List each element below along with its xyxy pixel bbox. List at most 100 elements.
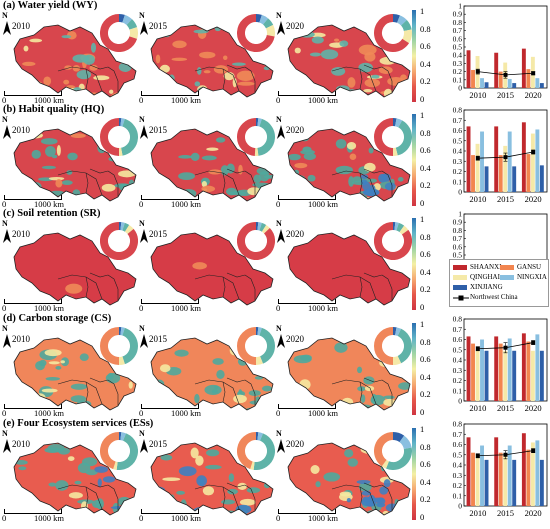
donut-slice xyxy=(122,14,133,26)
donut-slice xyxy=(392,432,405,443)
colorbar-ramp xyxy=(412,10,416,102)
donut-slice xyxy=(122,222,130,232)
donut-slice xyxy=(100,327,120,365)
north-arrow-icon: N xyxy=(2,115,12,139)
y-tick-label: 0 xyxy=(458,397,462,406)
scale-zero: 0 xyxy=(139,95,144,105)
bar-ningxia xyxy=(480,445,484,506)
bar-shaanxi xyxy=(494,52,499,88)
scale-km: 1000 km xyxy=(171,303,201,313)
donut-chart xyxy=(100,327,138,365)
bar-gansu xyxy=(526,154,531,192)
north-label: N xyxy=(2,219,8,228)
bar-shaanxi xyxy=(466,126,471,192)
colorbar-ramp xyxy=(412,218,416,310)
bar-ningxia xyxy=(507,445,512,506)
donut-slice xyxy=(120,222,125,231)
y-tick-label: 0.7 xyxy=(453,26,463,35)
bar-shaanxi xyxy=(466,336,471,401)
y-tick-label: 0.5 xyxy=(453,345,463,354)
donut-slice xyxy=(257,222,262,231)
scale-bar: 0 1000 km xyxy=(139,85,203,105)
bar-qinghai xyxy=(475,143,480,192)
colorbar-tick: 0.2 xyxy=(420,180,431,191)
x-tick-label: 2020 xyxy=(525,403,542,413)
scale-bar: 0 1000 km xyxy=(2,85,66,105)
scale-km: 1000 km xyxy=(308,513,338,523)
donut-slice xyxy=(259,327,275,364)
colorbar-tick: 0.2 xyxy=(420,494,431,505)
donut-slice xyxy=(122,327,138,365)
scale-zero: 0 xyxy=(2,408,7,418)
scale-bar: 0 1000 km xyxy=(276,85,340,105)
colorbar-tick: 0.8 xyxy=(420,336,431,347)
donut-chart xyxy=(374,327,412,365)
donut-slice xyxy=(396,222,405,233)
scale-bar-line xyxy=(4,299,62,304)
bar-ningxia xyxy=(507,78,512,88)
donut-slice xyxy=(253,433,275,470)
scale-km: 1000 km xyxy=(34,199,64,209)
y-tick-label: 0.8 xyxy=(453,420,463,429)
scale-zero: 0 xyxy=(276,513,281,523)
scale-zero: 0 xyxy=(139,513,144,523)
colorbar-tick: 0 xyxy=(420,407,425,417)
scale-bar-line xyxy=(278,509,336,514)
y-tick-label: 0 xyxy=(458,502,462,511)
scale-zero: 0 xyxy=(2,199,7,209)
donut-slice xyxy=(394,222,399,231)
bar-gansu xyxy=(526,69,531,88)
y-tick-label: 0.2 xyxy=(453,376,463,385)
colorbar-tick: 0.4 xyxy=(420,266,431,277)
bar-xinjiang xyxy=(539,459,544,506)
north-arrow-icon: N xyxy=(2,324,12,348)
bar-ningxia xyxy=(507,338,512,401)
legend-label-ningxia: NINGXIA xyxy=(517,273,547,281)
north-label: N xyxy=(2,11,8,20)
y-tick-label: 0.8 xyxy=(453,226,463,235)
north-arrow-shape xyxy=(140,334,148,348)
donut-chart xyxy=(100,118,138,156)
bar-gansu xyxy=(498,155,503,192)
north-label: N xyxy=(139,11,145,20)
donut-slice xyxy=(120,118,125,127)
y-tick-label: 1 xyxy=(458,210,462,219)
y-tick-label: 0.6 xyxy=(453,440,463,449)
scale-km: 1000 km xyxy=(171,199,201,209)
bar-qinghai xyxy=(475,350,480,401)
scale-bar-line xyxy=(141,299,199,304)
legend-swatch-qinghai xyxy=(453,275,467,280)
y-tick-label: 0.3 xyxy=(453,157,463,166)
northwest-china-point xyxy=(475,69,480,74)
y-tick-label: 0.4 xyxy=(453,51,463,60)
bar-ningxia xyxy=(480,131,484,192)
scale-bar: 0 1000 km xyxy=(276,503,340,523)
north-arrow-icon: N xyxy=(2,219,12,243)
map-year-label: 2020 xyxy=(286,229,304,239)
row-a: (a) Water yield (WY) N 2010 0 1000 km N 2015 0 1… xyxy=(0,0,550,105)
map-panel-2020: N 2020 0 1000 km xyxy=(274,322,417,418)
north-arrow-shape xyxy=(140,125,148,139)
north-arrow-shape xyxy=(3,21,11,35)
donut-slice xyxy=(397,328,412,364)
colorbar-ramp xyxy=(412,323,416,415)
bar-gansu xyxy=(498,71,503,88)
donut-slice xyxy=(126,19,138,30)
scale-zero: 0 xyxy=(276,303,281,313)
donut-slice xyxy=(392,14,400,23)
scale-bar-line xyxy=(4,509,62,514)
donut-slice xyxy=(257,327,262,336)
donut-slice xyxy=(237,118,257,156)
colorbar-tick: 0.6 xyxy=(420,41,431,52)
donut-slice xyxy=(113,461,118,470)
donut-slice xyxy=(399,435,412,450)
bar-gansu xyxy=(526,449,531,506)
northwest-china-point xyxy=(503,452,508,457)
map-panel-2020: N 2020 0 1000 km xyxy=(274,217,417,313)
legend-label-xinjiang: XINJIANG xyxy=(470,283,503,291)
bar-xinjiang xyxy=(512,459,517,506)
north-label: N xyxy=(276,115,282,124)
scale-bar: 0 1000 km xyxy=(2,503,66,523)
donut-slice xyxy=(237,327,257,365)
y-tick-label: 0.5 xyxy=(453,43,463,52)
